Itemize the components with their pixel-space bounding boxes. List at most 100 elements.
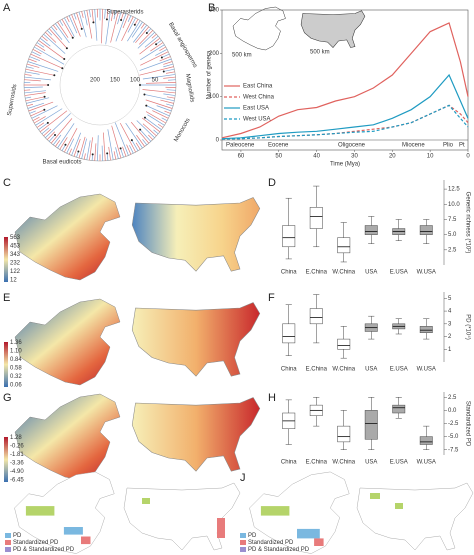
- branch: [163, 61, 173, 65]
- x-tick-label: USA: [365, 367, 377, 373]
- branch: [127, 20, 141, 42]
- panel-label: G: [3, 392, 12, 404]
- series-line: [221, 22, 469, 139]
- colorbar: [4, 237, 8, 282]
- branch: [50, 26, 63, 40]
- branch: [39, 110, 68, 133]
- branch: [101, 145, 104, 161]
- legend-label: East USA: [243, 106, 269, 112]
- branch: [166, 71, 175, 74]
- x-tick-label: 10: [427, 154, 434, 160]
- branch: [71, 132, 82, 156]
- branch: [140, 23, 145, 29]
- branch: [25, 68, 55, 76]
- colorbar-label: 453: [10, 244, 21, 250]
- branch: [41, 35, 48, 42]
- map-j-usa: [356, 482, 474, 551]
- node: [133, 23, 136, 26]
- inset-usa: [300, 10, 366, 48]
- box: [337, 237, 351, 254]
- map-e-usa: [131, 301, 261, 377]
- branch: [115, 13, 127, 42]
- branch: [146, 105, 170, 117]
- colorbar-label: 0.32: [10, 374, 22, 380]
- map-c-china: [14, 193, 121, 281]
- branch: [120, 148, 124, 158]
- map-c-usa: [131, 196, 261, 272]
- box: [309, 308, 323, 325]
- branch: [105, 9, 111, 45]
- branch: [131, 21, 143, 38]
- branch: [110, 11, 119, 43]
- node: [145, 31, 148, 34]
- legend-label: PD & Standardized PD: [13, 547, 75, 553]
- branch: [104, 9, 106, 19]
- x-tick-label: E.USA: [390, 367, 408, 373]
- branch: [126, 144, 132, 155]
- box: [309, 207, 323, 229]
- branch: [142, 139, 148, 146]
- branch: [31, 105, 58, 119]
- colorbar-label: 0.84: [10, 357, 22, 363]
- x-tick-label: USA: [365, 460, 377, 466]
- branch: [38, 40, 65, 60]
- y-axis-title: Number of genera: [207, 50, 213, 99]
- branch: [26, 63, 40, 68]
- branch: [34, 46, 65, 65]
- branch: [108, 146, 111, 161]
- y-tick-label: 1: [448, 347, 452, 353]
- branch: [159, 56, 171, 62]
- colorbar-label: 1.36: [10, 340, 22, 346]
- y-axis-title: Standardized PD: [464, 401, 470, 447]
- branch: [139, 37, 161, 55]
- branch: [131, 140, 139, 151]
- branch: [32, 116, 40, 121]
- node: [160, 56, 163, 59]
- epoch-label: Miocene: [402, 143, 425, 149]
- map-e-china: [14, 298, 121, 386]
- branch: [102, 132, 106, 161]
- y-tick-label: -5.0: [448, 434, 459, 440]
- phylogeny: [23, 8, 177, 162]
- map-i-usa: [123, 482, 241, 551]
- branch: [129, 145, 134, 154]
- branch: [145, 81, 176, 84]
- branch: [32, 49, 42, 55]
- node: [120, 19, 123, 22]
- x-axis-title: Time (Mya): [330, 162, 360, 168]
- colorbar: [4, 437, 8, 482]
- node: [65, 47, 68, 50]
- series-line: [221, 104, 469, 140]
- node: [64, 143, 67, 146]
- panel-label: D: [268, 177, 276, 189]
- branch: [139, 129, 152, 142]
- legend-swatch: [240, 533, 246, 538]
- branch: [134, 19, 139, 25]
- node: [77, 150, 80, 153]
- node: [43, 95, 46, 98]
- y-tick-label: 10.0: [448, 202, 460, 208]
- branch: [83, 10, 88, 26]
- y-tick-label: 12.5: [448, 187, 460, 193]
- branch: [142, 123, 157, 137]
- node: [61, 67, 64, 70]
- scale-label: 500 km: [310, 50, 330, 56]
- legend-label: West China: [243, 95, 275, 101]
- panel-label: B: [208, 2, 215, 14]
- epoch-label: Paleocene: [226, 143, 255, 149]
- box: [364, 410, 378, 440]
- node: [139, 128, 142, 131]
- box: [364, 225, 378, 235]
- legend-label: PD: [13, 533, 22, 539]
- branch: [73, 13, 77, 20]
- branch: [130, 121, 150, 144]
- branch: [114, 122, 129, 156]
- branch: [31, 51, 41, 57]
- branch: [144, 117, 162, 130]
- x-tick-label: 30: [351, 154, 358, 160]
- colorbar-label: 12: [10, 278, 17, 284]
- branch: [135, 26, 150, 44]
- branch: [142, 74, 176, 80]
- node: [119, 147, 122, 150]
- branch: [24, 74, 32, 76]
